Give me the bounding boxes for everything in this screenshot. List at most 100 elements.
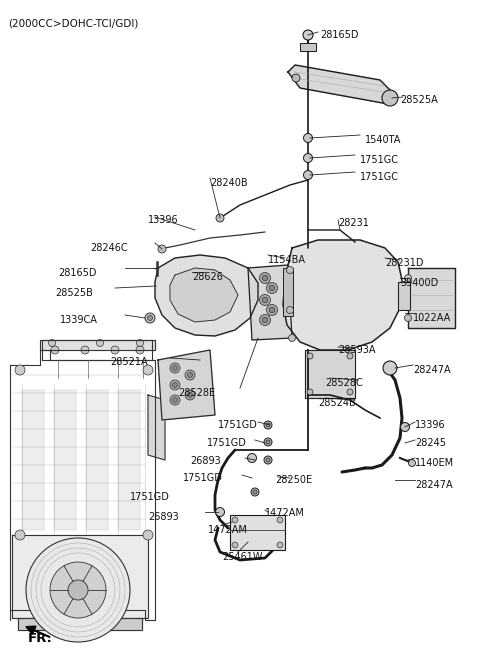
Circle shape — [145, 313, 155, 323]
Circle shape — [172, 398, 178, 403]
Text: FR.: FR. — [28, 632, 53, 645]
Circle shape — [262, 276, 268, 281]
Circle shape — [266, 423, 270, 427]
Circle shape — [216, 214, 224, 222]
Circle shape — [287, 306, 293, 314]
Circle shape — [232, 517, 238, 523]
Bar — [86, 390, 108, 530]
Circle shape — [26, 538, 130, 642]
Circle shape — [147, 316, 153, 321]
Text: 1140EM: 1140EM — [415, 458, 454, 468]
Circle shape — [81, 346, 89, 354]
Polygon shape — [283, 240, 402, 350]
Bar — [230, 515, 285, 550]
Text: 28528E: 28528E — [178, 388, 215, 398]
Text: 25461W: 25461W — [222, 552, 263, 562]
Circle shape — [269, 285, 275, 291]
Text: 28626: 28626 — [192, 272, 223, 282]
Text: 26893: 26893 — [190, 456, 221, 466]
Text: 1751GC: 1751GC — [360, 172, 399, 182]
Circle shape — [48, 340, 56, 346]
Text: 28246C: 28246C — [90, 243, 128, 253]
Circle shape — [248, 453, 256, 462]
Circle shape — [143, 365, 153, 375]
Circle shape — [253, 490, 257, 494]
Circle shape — [292, 74, 300, 82]
Circle shape — [111, 346, 119, 354]
Circle shape — [96, 340, 104, 346]
Polygon shape — [288, 65, 395, 104]
Circle shape — [347, 353, 353, 359]
Circle shape — [260, 314, 271, 325]
Text: 28593A: 28593A — [338, 345, 375, 355]
Bar — [300, 43, 316, 51]
Text: 1751GD: 1751GD — [130, 492, 170, 502]
Circle shape — [232, 542, 238, 548]
Circle shape — [143, 530, 153, 540]
Circle shape — [400, 422, 409, 432]
Circle shape — [277, 517, 283, 523]
Polygon shape — [408, 268, 455, 328]
Bar — [118, 390, 140, 530]
Text: 28231D: 28231D — [385, 258, 423, 268]
Circle shape — [408, 459, 416, 466]
Circle shape — [264, 456, 272, 464]
Text: 28525A: 28525A — [400, 95, 438, 105]
Circle shape — [266, 283, 277, 293]
Circle shape — [260, 272, 271, 283]
Circle shape — [158, 245, 166, 253]
Circle shape — [287, 266, 293, 274]
Circle shape — [266, 440, 270, 444]
Circle shape — [307, 389, 313, 395]
Circle shape — [251, 488, 259, 496]
Bar — [398, 282, 410, 310]
Text: 1751GD: 1751GD — [218, 420, 258, 430]
Circle shape — [303, 134, 312, 142]
Circle shape — [277, 542, 283, 548]
Circle shape — [136, 346, 144, 354]
Polygon shape — [18, 618, 142, 630]
Polygon shape — [40, 340, 155, 350]
Text: 28165D: 28165D — [320, 30, 359, 40]
Circle shape — [170, 363, 180, 373]
Bar — [22, 390, 44, 530]
Bar — [54, 390, 76, 530]
Circle shape — [172, 382, 178, 388]
Circle shape — [262, 297, 268, 303]
Circle shape — [188, 392, 192, 398]
Text: 28247A: 28247A — [415, 480, 453, 490]
Text: 1154BA: 1154BA — [268, 255, 306, 265]
Text: 13396: 13396 — [415, 420, 445, 430]
Circle shape — [269, 307, 275, 313]
Text: 1022AA: 1022AA — [413, 313, 451, 323]
Circle shape — [382, 90, 398, 106]
Circle shape — [188, 373, 192, 377]
Circle shape — [185, 370, 195, 380]
Circle shape — [266, 458, 270, 462]
Circle shape — [405, 314, 411, 321]
Text: 1472AM: 1472AM — [208, 525, 248, 535]
Polygon shape — [12, 535, 148, 618]
Text: 26893: 26893 — [148, 512, 179, 522]
Circle shape — [15, 365, 25, 375]
Text: 28528C: 28528C — [325, 378, 363, 388]
Polygon shape — [155, 255, 258, 336]
Circle shape — [15, 530, 25, 540]
Circle shape — [288, 335, 296, 342]
Bar — [283, 268, 293, 316]
Text: 28524B: 28524B — [318, 398, 356, 408]
Polygon shape — [158, 350, 215, 420]
Circle shape — [216, 508, 225, 516]
Polygon shape — [248, 265, 292, 340]
Polygon shape — [305, 350, 355, 398]
Text: 13396: 13396 — [148, 215, 179, 225]
Polygon shape — [148, 395, 165, 460]
Circle shape — [262, 318, 268, 323]
Text: 28245: 28245 — [415, 438, 446, 448]
Circle shape — [185, 390, 195, 400]
Circle shape — [266, 304, 277, 316]
Circle shape — [303, 30, 313, 40]
Text: 28247A: 28247A — [413, 365, 451, 375]
Text: 28250E: 28250E — [275, 475, 312, 485]
Circle shape — [347, 389, 353, 395]
